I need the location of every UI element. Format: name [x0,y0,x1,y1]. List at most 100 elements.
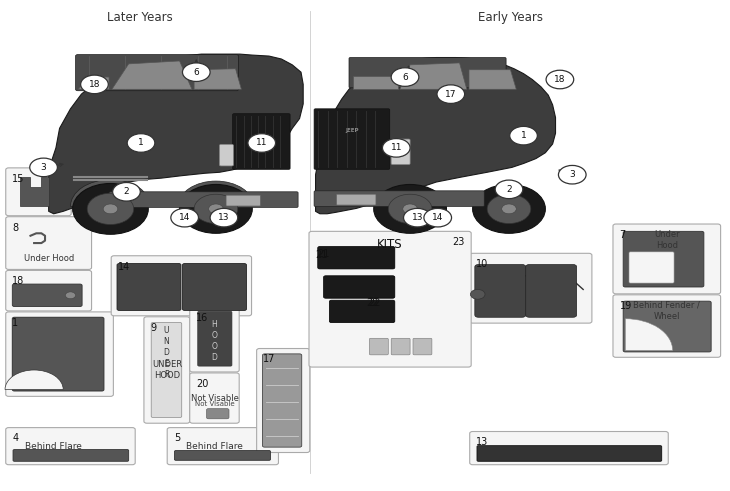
FancyBboxPatch shape [263,354,301,447]
Polygon shape [194,69,242,89]
FancyBboxPatch shape [117,264,181,310]
Circle shape [127,134,155,152]
Text: 18: 18 [554,75,566,84]
FancyBboxPatch shape [314,109,390,169]
Text: 1: 1 [520,131,526,140]
Text: 16: 16 [196,313,209,323]
FancyBboxPatch shape [190,307,239,372]
Text: 14: 14 [432,213,443,222]
FancyBboxPatch shape [362,292,452,360]
Text: 13: 13 [218,213,230,222]
Polygon shape [469,70,516,89]
Text: 2: 2 [506,185,512,194]
Text: Behind Fender /
Wheel: Behind Fender / Wheel [634,300,700,321]
Text: 10: 10 [476,259,488,269]
Text: 22: 22 [366,298,379,308]
Polygon shape [112,61,192,89]
Text: 13: 13 [412,213,423,222]
FancyBboxPatch shape [198,311,232,366]
FancyBboxPatch shape [369,338,388,355]
FancyBboxPatch shape [613,224,721,294]
FancyBboxPatch shape [6,428,135,464]
FancyBboxPatch shape [309,231,471,367]
Text: 5: 5 [174,434,180,443]
FancyBboxPatch shape [167,428,278,464]
Circle shape [171,208,199,227]
FancyBboxPatch shape [314,191,484,206]
Text: 18: 18 [89,80,100,89]
Circle shape [248,134,275,152]
FancyBboxPatch shape [629,252,674,283]
FancyBboxPatch shape [526,265,577,317]
Circle shape [502,204,516,214]
FancyBboxPatch shape [151,323,182,417]
Text: 21: 21 [315,250,328,260]
Text: U
N
D
E
R: U N D E R [164,326,169,380]
FancyBboxPatch shape [6,217,91,270]
FancyBboxPatch shape [109,192,298,207]
Text: 6: 6 [193,68,199,77]
FancyBboxPatch shape [13,450,128,461]
FancyBboxPatch shape [220,144,234,166]
Circle shape [182,63,210,82]
Circle shape [472,185,545,233]
FancyBboxPatch shape [337,194,376,205]
Polygon shape [315,57,556,214]
Circle shape [210,208,238,227]
Circle shape [403,204,418,214]
FancyBboxPatch shape [207,409,229,419]
Text: Not Visable: Not Visable [191,394,239,403]
Polygon shape [49,54,303,214]
FancyBboxPatch shape [233,114,290,169]
Circle shape [374,185,447,233]
FancyBboxPatch shape [329,300,395,323]
Circle shape [470,289,485,299]
Wedge shape [626,319,672,351]
FancyBboxPatch shape [391,338,410,355]
Circle shape [383,138,410,157]
Text: 17: 17 [445,90,456,99]
Circle shape [30,158,58,177]
Text: 14: 14 [179,213,191,222]
FancyBboxPatch shape [6,168,72,216]
Text: 11: 11 [391,143,402,152]
FancyBboxPatch shape [623,231,704,287]
FancyBboxPatch shape [469,432,668,464]
FancyBboxPatch shape [6,271,91,311]
FancyBboxPatch shape [469,253,592,323]
Circle shape [73,184,148,234]
Text: Under
Hood: Under Hood [654,230,680,250]
Circle shape [546,70,574,89]
Text: 1: 1 [138,138,144,147]
Circle shape [558,165,586,184]
Circle shape [194,194,238,223]
Circle shape [404,208,431,227]
Circle shape [80,75,108,94]
Circle shape [87,193,134,224]
Text: 1: 1 [12,318,18,328]
FancyBboxPatch shape [349,57,506,88]
Text: Not Visable: Not Visable [195,401,234,407]
Circle shape [391,68,419,86]
FancyBboxPatch shape [111,256,252,316]
FancyBboxPatch shape [226,195,261,206]
Circle shape [495,180,523,199]
Polygon shape [20,177,49,206]
Text: Later Years: Later Years [107,11,172,24]
FancyBboxPatch shape [144,317,190,423]
FancyBboxPatch shape [76,55,239,91]
FancyBboxPatch shape [318,246,395,269]
FancyBboxPatch shape [477,446,661,461]
Text: JEEP: JEEP [345,128,358,133]
FancyBboxPatch shape [12,317,104,391]
FancyBboxPatch shape [182,264,247,310]
Circle shape [112,183,140,201]
Text: 11: 11 [256,138,267,147]
FancyBboxPatch shape [613,295,721,357]
FancyBboxPatch shape [474,265,526,317]
FancyBboxPatch shape [391,139,410,164]
Wedge shape [5,370,64,389]
Circle shape [209,204,223,214]
Polygon shape [78,77,109,89]
Text: 21: 21 [318,249,330,259]
